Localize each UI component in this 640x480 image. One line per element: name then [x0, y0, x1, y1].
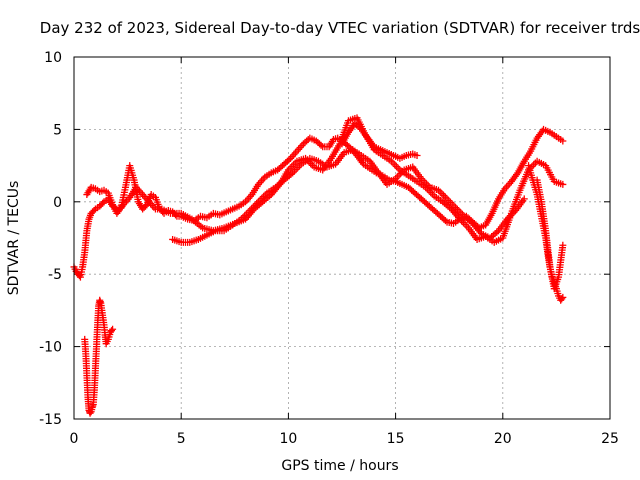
data-point — [531, 159, 539, 167]
y-tick-label: -5 — [48, 267, 62, 283]
series-track-main-1 — [70, 125, 567, 281]
data-point — [520, 195, 528, 203]
data-points — [70, 114, 567, 417]
data-point — [75, 272, 83, 280]
data-point — [99, 199, 107, 207]
axis-ticks — [73, 56, 611, 420]
data-point — [109, 325, 117, 333]
data-point — [285, 156, 293, 164]
y-tick-label: -15 — [39, 412, 62, 428]
data-point — [389, 159, 397, 167]
data-point — [391, 161, 399, 169]
y-tick-label: 10 — [44, 50, 62, 66]
data-point — [559, 180, 567, 188]
grid-lines — [74, 57, 610, 419]
chart-title: Day 232 of 2023, Sidereal Day-to-day VTE… — [40, 19, 640, 37]
data-point — [438, 190, 446, 198]
data-point — [393, 173, 401, 181]
x-tick-labels: 0 5 10 15 20 25 — [70, 431, 619, 447]
data-point — [90, 206, 98, 214]
data-point — [108, 327, 116, 335]
plot-frame — [73, 56, 611, 420]
data-point — [317, 141, 325, 149]
data-point — [428, 190, 436, 198]
data-point — [413, 151, 421, 159]
series-track-dip — [81, 296, 117, 417]
y-tick-label: 5 — [53, 122, 62, 138]
series-track-upper — [338, 120, 421, 162]
data-point — [559, 293, 567, 301]
y-tick-label: 0 — [53, 195, 62, 211]
y-axis-label: SDTVAR / TECUs — [6, 181, 22, 296]
x-tick-label: 25 — [601, 431, 619, 447]
y-tick-labels: -15 -10 -5 0 5 10 — [39, 50, 62, 428]
data-point — [559, 241, 567, 249]
x-tick-label: 0 — [70, 431, 79, 447]
series-track-tail-2 — [533, 176, 567, 293]
data-point — [392, 162, 400, 170]
series-track-lower — [169, 146, 528, 246]
x-tick-label: 20 — [494, 431, 512, 447]
data-point — [559, 137, 567, 145]
data-point — [86, 409, 94, 417]
y-tick-label: -10 — [39, 340, 62, 356]
data-point — [558, 295, 566, 303]
x-axis-label: GPS time / hours — [281, 458, 398, 474]
x-tick-label: 15 — [387, 431, 405, 447]
series-track-main-2 — [83, 114, 567, 246]
data-point — [441, 217, 449, 225]
x-tick-label: 5 — [177, 431, 186, 447]
x-tick-label: 10 — [279, 431, 297, 447]
